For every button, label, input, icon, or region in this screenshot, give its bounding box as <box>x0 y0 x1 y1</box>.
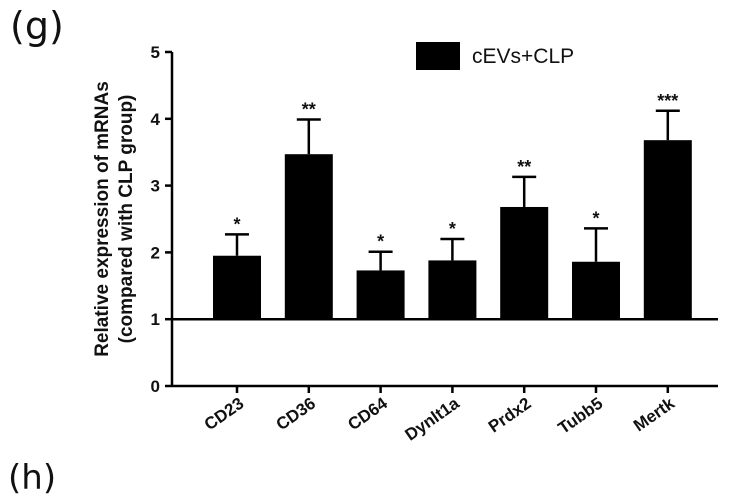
x-tick-label: CD64 <box>344 393 391 434</box>
x-tick-label: Mertk <box>630 393 678 435</box>
significance-label: * <box>233 214 240 234</box>
legend-swatch <box>416 42 460 70</box>
x-tick-label: CD23 <box>201 394 248 434</box>
legend-label: cEVs+CLP <box>472 45 574 68</box>
significance-label: * <box>377 232 384 252</box>
y-axis-label: Relative expression of mRNAs (compared wi… <box>92 81 137 357</box>
bar-prdx2 <box>500 206 549 320</box>
bar-cd23 <box>213 255 261 320</box>
next-panel-label: (h) <box>8 458 57 498</box>
x-tick-label: Prdx2 <box>485 394 535 437</box>
bar-dynlt1a <box>428 260 477 320</box>
bar-mertk <box>643 140 692 320</box>
significance-label: *** <box>657 91 678 111</box>
y-tick-label: 4 <box>151 110 161 129</box>
y-tick-label: 1 <box>151 310 160 329</box>
significance-label: ** <box>517 157 531 177</box>
y-tick-label: 3 <box>151 177 160 196</box>
y-tick-label: 2 <box>151 243 160 262</box>
bar-tubb5 <box>572 261 620 320</box>
significance-label: * <box>592 208 599 228</box>
y-axis-label-line: (compared with CLP group) <box>116 95 137 344</box>
panel-label: (g) <box>10 4 64 48</box>
y-tick-label: 0 <box>151 377 160 396</box>
bar-cd36 <box>284 154 333 320</box>
y-axis-label-line: Relative expression of mRNAs <box>92 81 113 357</box>
x-tick-label: Dynlt1a <box>401 393 463 444</box>
significance-label: ** <box>302 99 316 119</box>
x-tick-label: Tubb5 <box>555 394 607 438</box>
x-tick-label: CD36 <box>273 394 320 434</box>
significance-label: * <box>449 219 456 239</box>
y-tick-label: 5 <box>151 43 160 62</box>
bar-cd64 <box>356 270 405 320</box>
